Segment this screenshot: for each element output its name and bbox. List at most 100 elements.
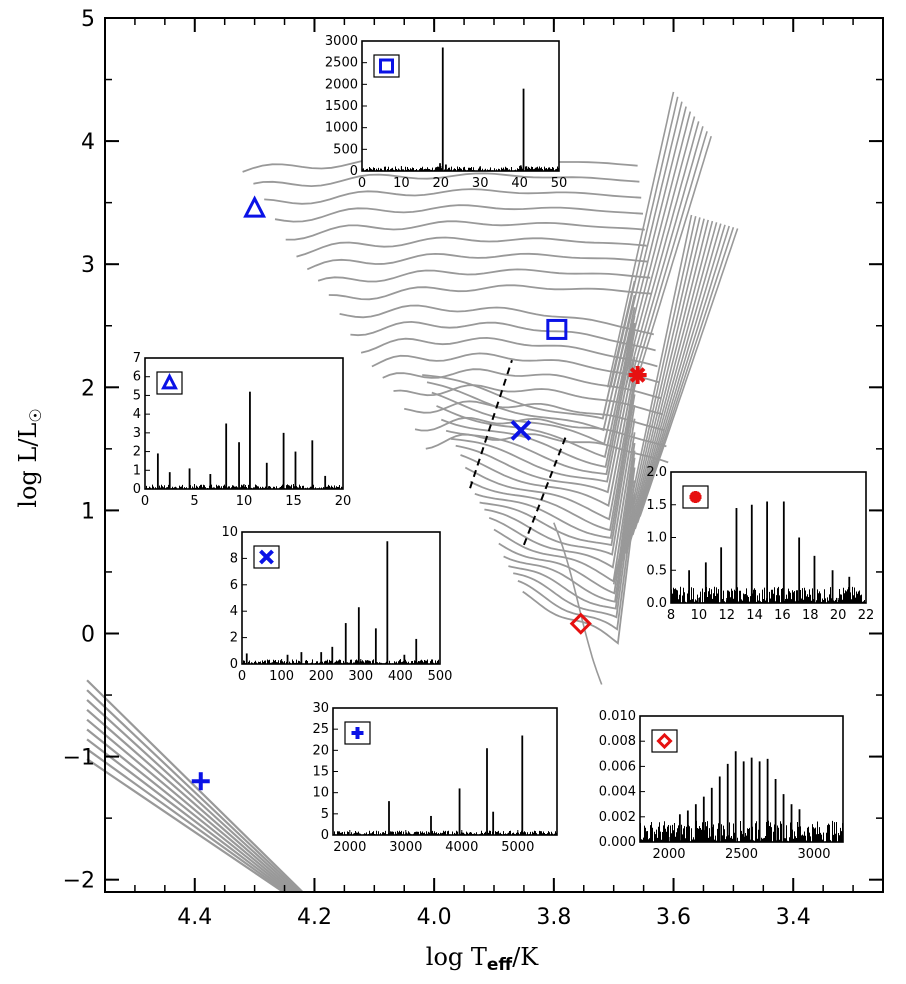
inset-x-tick-label: 300: [348, 669, 373, 684]
track-upper: [306, 252, 649, 271]
track-white-dwarf: [86, 699, 299, 893]
inset-x-tick-label: 20: [433, 176, 450, 191]
track-upper: [274, 204, 644, 223]
inset-x-tick-label: 22: [858, 608, 875, 623]
inset-x-tick-label: 0: [141, 494, 149, 509]
track-upper: [285, 220, 645, 241]
inset-plus: 2000 3000 4000 5000 0 5 10 15 20 25 30: [312, 701, 558, 855]
track-upper-branch: [630, 131, 708, 388]
inset-y-tick-label: 25: [312, 722, 329, 737]
track-upper-branch: [633, 135, 712, 388]
inset-y-tick-label: 0.0: [646, 596, 667, 611]
inset-legend-cross-icon: [259, 549, 274, 565]
inset-x-tick-label: 2500: [725, 847, 758, 862]
x-axis-title: log Teff/K: [426, 943, 540, 975]
inset-x-tick-label: 16: [774, 608, 791, 623]
inset-y-tick-label: 1: [133, 463, 141, 478]
inset-x-tick-label: 5: [190, 494, 198, 509]
track-lower: [517, 494, 636, 631]
track-upper-branch: [624, 121, 700, 388]
inset-y-tick-label: 0.006: [599, 759, 636, 774]
track-lower: [436, 315, 636, 459]
track-lower: [522, 505, 636, 645]
track-lower: [464, 379, 636, 521]
track-upper-branch: [606, 91, 675, 388]
inset-x-tick-label: 400: [388, 669, 413, 684]
asterisk-symbol-stroke: [629, 367, 646, 383]
inset-x-tick-label: 15: [285, 494, 302, 509]
y-tick-label: 5: [81, 7, 95, 32]
inset-legend-diamond-icon: [656, 732, 673, 750]
square-symbol: [546, 318, 568, 340]
track-white-dwarf: [86, 738, 289, 893]
inset-y-tick-label: 3000: [325, 34, 358, 49]
inset-x-tick-label: 3000: [389, 840, 422, 855]
inset-y-tick-label: 4: [230, 604, 238, 619]
track-upper-branch: [621, 116, 696, 388]
y-tick-label: 4: [81, 130, 95, 155]
marker-triangle: [243, 195, 267, 218]
inset-y-tick-label: 2.0: [646, 465, 667, 480]
inset-y-tick-label: 6: [133, 370, 141, 385]
track-rgb: [627, 222, 718, 548]
track-lower: [426, 294, 636, 432]
inset-legend-asterisk-icon: [689, 491, 702, 503]
track-rgb: [615, 216, 697, 579]
triangle-symbol: [243, 195, 267, 218]
inset-y-tick-label: 0: [350, 164, 358, 179]
track-upper: [328, 284, 653, 301]
inset-y-tick-label: 0.008: [599, 734, 636, 749]
track-upper-branch: [612, 101, 683, 388]
track-upper-branch: [618, 111, 692, 388]
marker-asterisk: [628, 365, 647, 384]
x-tick-label: 4.4: [177, 905, 212, 930]
inset-legend-plus-icon: [351, 727, 364, 739]
track-upper: [404, 400, 665, 432]
inset-x-tick-label: 50: [551, 176, 568, 191]
inset-y-tick-label: 0: [133, 482, 141, 497]
inset-legend-box: [651, 729, 678, 753]
inset-x-tick-label: 20: [335, 494, 352, 509]
inset-x-tick-label: 0: [358, 176, 366, 191]
track-rgb: [620, 218, 705, 566]
y-tick-label: 1: [81, 499, 95, 524]
y-tick-label: 0: [81, 622, 95, 647]
inset-legend-box: [373, 54, 400, 78]
track-lower: [474, 394, 636, 539]
inset-y-tick-label: 1000: [325, 121, 358, 136]
y-tick-label: −2: [63, 869, 95, 894]
track-rgb: [634, 225, 730, 530]
marker-cross: [510, 419, 532, 441]
inset-y-tick-label: 0: [321, 828, 329, 843]
inset-y-tick-label: 6: [230, 578, 238, 593]
track-lower: [440, 322, 636, 468]
inset-x-tick-label: 10: [691, 608, 708, 623]
track-white-dwarf: [86, 679, 304, 893]
track-lower: [469, 386, 636, 532]
inset-x-tick-label: 10: [393, 176, 410, 191]
x-tick-label: 3.4: [776, 905, 811, 930]
inset-y-tick-label: 1500: [325, 99, 358, 114]
track-rgb: [632, 224, 726, 536]
inset-x-tick-label: 5000: [501, 840, 534, 855]
x-tick-label: 4.2: [297, 905, 332, 930]
track-lower: [445, 331, 636, 476]
dashed-line: [469, 359, 513, 489]
inset-y-tick-label: 15: [312, 765, 329, 780]
inset-y-tick-label: 5: [321, 807, 329, 822]
track-upper-branch: [627, 126, 704, 388]
track-upper: [264, 188, 642, 205]
track-rgb: [612, 214, 693, 585]
inset-legend-square-icon: [379, 58, 394, 74]
inset-y-tick-label: 20: [312, 743, 329, 758]
track-rgb: [629, 223, 722, 542]
inset-y-tick-label: 0.5: [646, 563, 667, 578]
inset-x-tick-label: 2000: [333, 840, 366, 855]
inset-y-tick-label: 1.0: [646, 531, 667, 546]
inset-y-tick-label: 2: [230, 631, 238, 646]
inset-x-tick-label: 3000: [797, 847, 830, 862]
track-lower: [503, 457, 636, 603]
